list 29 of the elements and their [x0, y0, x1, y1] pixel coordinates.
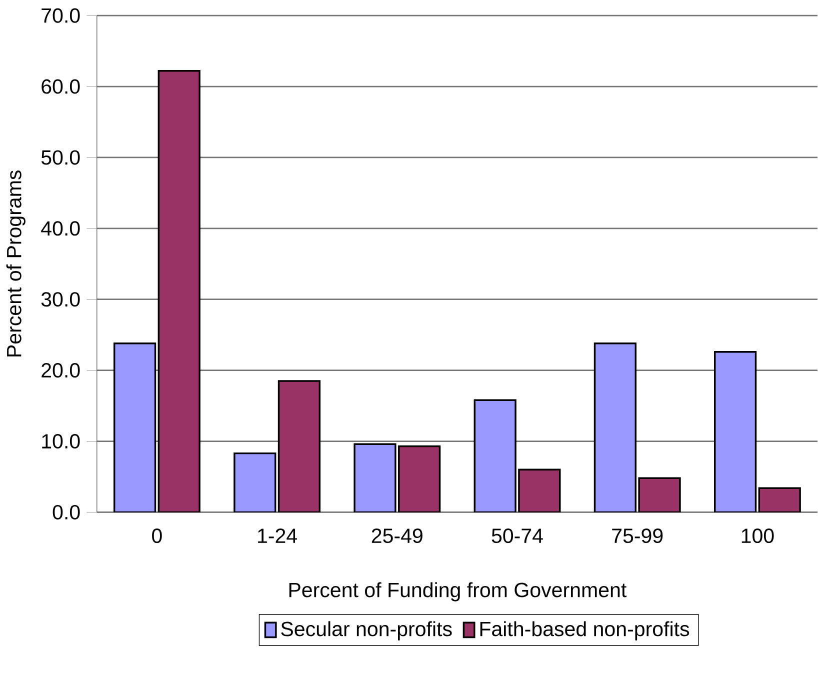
y-axis-title: Percent of Programs [6, 170, 26, 356]
bar [234, 452, 276, 512]
bar [278, 380, 321, 512]
y-tick-label: 10.0 [42, 434, 80, 448]
y-tick-label: 40.0 [41, 220, 80, 236]
x-tick-label: 100 [742, 528, 774, 543]
y-tick-label: 70.0 [42, 8, 80, 23]
legend-label: Faith-based non-profits [480, 621, 690, 640]
bar [354, 443, 396, 512]
x-axis-title: Percent of Funding from Government [289, 582, 627, 602]
y-tick-label: 60.0 [42, 79, 80, 94]
y-tick-label: 0.0 [52, 504, 80, 520]
x-tick-label: 0 [152, 528, 162, 543]
y-tick-label: 20.0 [42, 362, 80, 378]
bar [398, 445, 441, 512]
bar [714, 350, 757, 512]
y-tick-label: 30.0 [41, 292, 80, 306]
bar [113, 342, 156, 512]
legend-label: Secular non-profits [281, 621, 452, 640]
x-tick-label: 25-49 [372, 528, 422, 543]
x-tick-label: 50-74 [492, 528, 543, 543]
bar [638, 477, 681, 512]
bar [474, 399, 516, 512]
y-tick-label: 50.0 [41, 150, 80, 165]
bar [518, 468, 561, 512]
bar [594, 342, 636, 512]
x-tick-label: 1-24 [258, 528, 297, 543]
bar [158, 70, 200, 512]
x-tick-label: 75-99 [612, 528, 663, 543]
